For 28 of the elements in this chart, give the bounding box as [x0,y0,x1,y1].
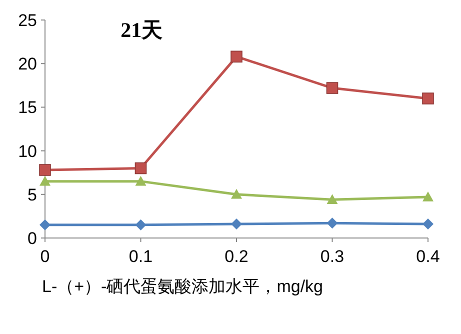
point [422,192,434,202]
x-axis-title: L-（+）-硒代蛋氨酸添加水平，mg/kg [42,277,323,296]
point [40,219,50,230]
y-tick-label: 0 [28,229,37,248]
point [230,50,242,63]
y-tick-label: 10 [18,142,37,161]
y-tick-label: 20 [18,54,37,74]
x-tick-label: 0 [40,247,50,266]
x-tick-label: 0.1 [128,247,153,266]
point [326,194,338,204]
point [40,176,50,186]
point [134,162,147,174]
chart-title: 21天 [120,18,163,42]
point [231,218,242,230]
point [135,219,146,230]
x-tick-label: 0.4 [416,247,440,266]
y-tick-label: 25 [18,11,37,30]
point [231,188,242,199]
point [422,92,434,104]
y-tick-label: 15 [18,98,37,118]
x-tick-label: 0.2 [224,247,248,266]
point [326,82,338,94]
point [326,218,338,229]
point [39,164,51,176]
y-tick-label: 5 [28,185,37,204]
point [422,218,434,230]
x-tick-label: 0.3 [320,247,344,266]
point [135,176,146,186]
